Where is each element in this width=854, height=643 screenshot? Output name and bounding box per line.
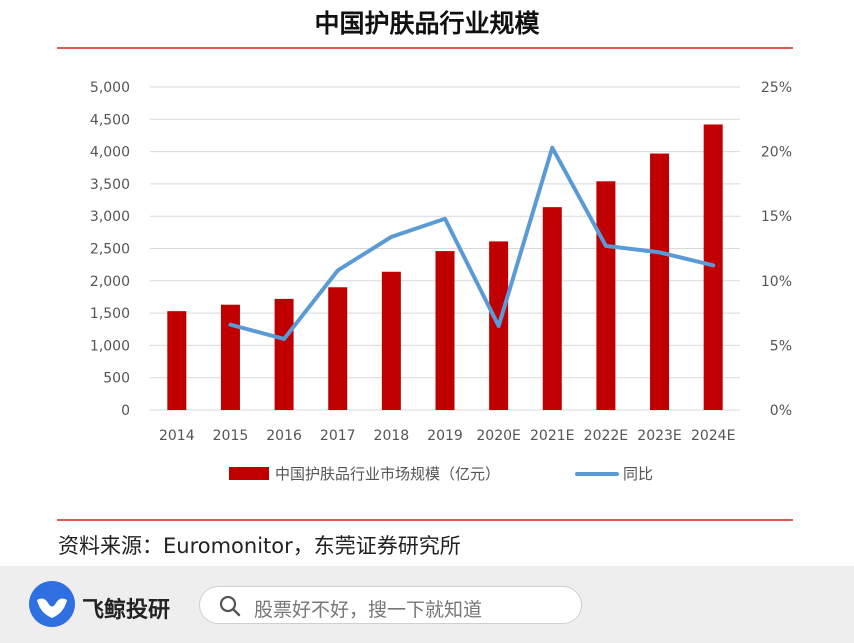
legend: 中国护肤品行业市场规模（亿元） 同比 (229, 465, 653, 483)
line-series (228, 145, 716, 341)
chart: 0 500 1,000 1,500 2,000 2,500 3,000 3,500 4,000 4… (90, 80, 792, 483)
right-tick-label: 10% (761, 274, 792, 290)
left-tick-label: 2,500 (90, 242, 130, 258)
left-tick-label: 0 (121, 403, 130, 419)
left-tick-label: 4,000 (90, 145, 130, 161)
right-tick-label: 25% (761, 80, 792, 96)
x-tick-label: 2018 (374, 428, 410, 444)
bar (274, 298, 294, 410)
x-tick-label: 2019 (427, 428, 463, 444)
right-tick-label: 0% (770, 403, 792, 419)
bar (328, 287, 348, 410)
bar (220, 304, 240, 410)
source-note: 资料来源：Euromonitor，东莞证券研究所 (58, 534, 461, 558)
bar (542, 207, 562, 410)
left-tick-label: 4,500 (90, 112, 130, 128)
left-tick-label: 1,500 (90, 306, 130, 322)
x-tick-label: 2020E (476, 428, 520, 444)
x-tick-label: 2014 (159, 428, 195, 444)
right-tick-label: 15% (761, 209, 792, 225)
search-icon (219, 595, 241, 617)
left-tick-label: 500 (103, 371, 130, 387)
yoy-line (228, 145, 716, 341)
brand-name[interactable]: 飞鲸投研 (82, 598, 171, 623)
bar (381, 271, 401, 410)
left-tick-label: 5,000 (90, 80, 130, 96)
search-input[interactable]: 股票好不好，搜一下就知道 (199, 586, 582, 624)
bottom-divider (57, 519, 793, 521)
x-tick-label: 2024E (691, 428, 735, 444)
x-axis-labels: 2014 2015 2016 2017 2018 2019 2020E 2021E 2022E 2… (159, 428, 735, 444)
legend-swatch-bar (229, 467, 269, 480)
right-tick-label: 5% (770, 338, 792, 354)
x-tick-label: 2022E (584, 428, 628, 444)
x-tick-label: 2021E (530, 428, 574, 444)
left-tick-label: 3,000 (90, 209, 130, 225)
search-placeholder: 股票好不好，搜一下就知道 (254, 599, 483, 621)
x-tick-label: 2015 (213, 428, 249, 444)
bar (650, 153, 670, 410)
bar-series (167, 124, 723, 410)
left-tick-label: 2,000 (90, 274, 130, 290)
bar (596, 181, 616, 410)
whale-logo-icon[interactable] (28, 580, 76, 628)
bar (435, 251, 455, 410)
x-tick-label: 2017 (320, 428, 356, 444)
left-tick-label: 1,000 (90, 338, 130, 354)
top-divider (57, 47, 793, 49)
left-tick-label: 3,500 (90, 177, 130, 193)
left-axis-labels: 0 500 1,000 1,500 2,000 2,500 3,000 3,500 4,000 4… (90, 80, 130, 419)
legend-label-bar: 中国护肤品行业市场规模（亿元） (275, 465, 500, 483)
bar (167, 311, 187, 410)
x-tick-label: 2016 (266, 428, 302, 444)
gridlines (150, 86, 740, 411)
right-axis-labels: 0% 5% 10% 15% 20% 25% (761, 80, 792, 419)
app-bar: 飞鲸投研 股票好不好，搜一下就知道 (0, 566, 854, 643)
x-tick-label: 2023E (637, 428, 681, 444)
right-tick-label: 20% (761, 145, 792, 161)
legend-label-line: 同比 (623, 465, 653, 483)
chart-title: 中国护肤品行业规模 (314, 9, 540, 38)
